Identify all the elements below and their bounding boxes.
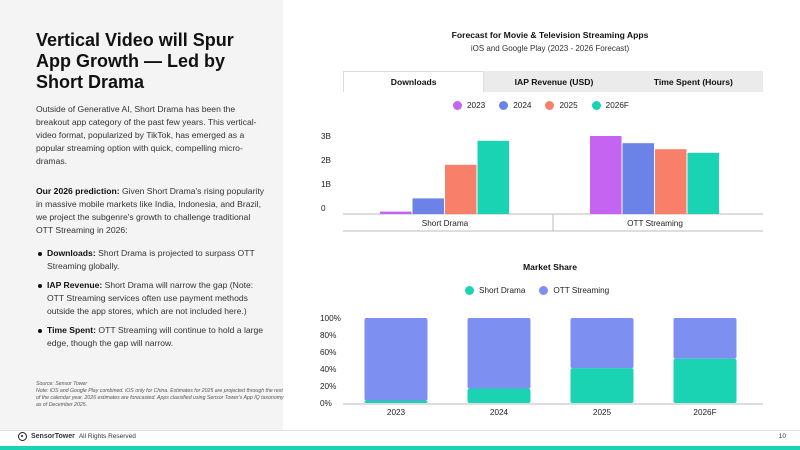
footer: SensorTower All Rights Reserved (18, 432, 136, 441)
footer-divider (0, 430, 800, 431)
bar (477, 140, 509, 214)
y-tick-label: 0% (320, 399, 332, 408)
bullet-label: Downloads: (47, 248, 96, 258)
bottom-accent-bar (0, 446, 800, 450)
legend-item: 2026F (591, 101, 629, 110)
x-tick-label: 2025 (593, 408, 612, 417)
legend-label: 2025 (559, 101, 578, 110)
bar (445, 164, 477, 214)
legend-label: Short Drama (479, 286, 526, 295)
prediction-paragraph: Our 2026 prediction: Given Short Drama's… (36, 185, 268, 237)
y-tick-label: 3B (321, 132, 332, 141)
market-share-title: Market Share (523, 262, 577, 272)
bar (622, 143, 654, 214)
footer-rights: All Rights Reserved (78, 433, 136, 440)
bullet-text: Short Drama is projected to surpass OTT … (47, 248, 255, 271)
legend-item: 2025 (545, 101, 578, 110)
legend-label: 2024 (513, 101, 532, 110)
y-tick-label: 80% (320, 331, 336, 340)
forecast-chart-subtitle: iOS and Google Play (2023 - 2026 Forecas… (470, 44, 630, 53)
forecast-legend: 2023 2024 2025 2026F (453, 101, 629, 110)
tab-iap-revenue[interactable]: IAP Revenue (USD) (514, 76, 594, 87)
legend-swatch (453, 101, 462, 110)
stacked-bar-segment (673, 358, 737, 403)
legend-label: OTT Streaming (553, 286, 610, 295)
y-tick-label: 60% (320, 348, 336, 357)
prediction-label: Our 2026 prediction: (36, 186, 120, 196)
stacked-bar-segment (467, 388, 531, 403)
left-panel: Vertical Video will Spur App Growth — Le… (0, 0, 284, 430)
x-tick-label: 2026F (693, 408, 716, 417)
tab-time-spent[interactable]: Time Spent (Hours) (653, 76, 733, 87)
x-tick-label: OTT Streaming (627, 219, 683, 228)
bar (412, 198, 444, 214)
metric-tabs: Downloads IAP Revenue (USD) Time Spent (… (343, 71, 763, 92)
y-tick-label: 100% (320, 314, 341, 323)
list-item: Downloads: Short Drama is projected to s… (38, 247, 270, 273)
y-tick-label: 0 (321, 204, 326, 213)
bar (380, 211, 412, 214)
legend-item: OTT Streaming (539, 286, 609, 295)
stacked-bar-segment (673, 318, 737, 359)
source-note: Source: Sensor Tower Note: iOS and Googl… (36, 381, 284, 408)
market-share-legend: Short Drama OTT Streaming (465, 286, 609, 295)
prediction-text: Given Short Drama's rising popularity in… (36, 186, 265, 235)
bullet-label: IAP Revenue: (47, 280, 103, 290)
bullet-label: Time Spent: (47, 325, 97, 335)
stacked-bar-segment (570, 318, 634, 369)
x-tick-label: 2024 (490, 408, 509, 417)
bullet-text: Short Drama will narrow the gap (Note: O… (47, 280, 254, 316)
legend-swatch (465, 286, 474, 295)
bar (590, 136, 622, 214)
bullet-text: OTT Streaming will continue to hold a la… (47, 325, 264, 348)
y-tick-label: 40% (320, 365, 336, 374)
sensortower-logo-icon (18, 432, 27, 441)
list-item: Time Spent: OTT Streaming will continue … (38, 324, 270, 350)
list-item: IAP Revenue: Short Drama will narrow the… (38, 279, 270, 318)
x-tick-label: 2023 (387, 408, 406, 417)
y-tick-label: 1B (321, 180, 332, 189)
legend-swatch (539, 286, 549, 295)
y-tick-label: 20% (320, 382, 336, 391)
stacked-bar-segment (364, 400, 428, 403)
stacked-bar-segment (570, 368, 634, 403)
tab-downloads[interactable]: Downloads (343, 71, 485, 92)
legend-label: 2023 (467, 101, 486, 110)
y-tick-label: 2B (321, 156, 332, 165)
x-tick-label: Short Drama (422, 219, 469, 228)
bar (655, 149, 687, 214)
legend-swatch (591, 101, 601, 110)
legend-label: 2026F (605, 101, 629, 110)
page-number: 10 (778, 433, 786, 440)
forecast-chart-title: Forecast for Movie & Television Streamin… (451, 30, 649, 40)
slide-title: Vertical Video will Spur App Growth — Le… (36, 30, 234, 92)
stacked-bar-segment (364, 318, 428, 401)
bar (687, 152, 719, 214)
legend-swatch (499, 101, 509, 110)
stacked-bar-segment (467, 318, 531, 389)
legend-swatch (545, 101, 555, 110)
legend-item: 2024 (499, 101, 531, 110)
legend-item: Short Drama (465, 286, 525, 295)
intro-paragraph: Outside of Generative AI, Short Drama ha… (36, 104, 257, 166)
footer-logo: SensorTower (31, 433, 75, 440)
legend-item: 2023 (453, 101, 485, 110)
prediction-list: Downloads: Short Drama is projected to s… (38, 247, 270, 356)
